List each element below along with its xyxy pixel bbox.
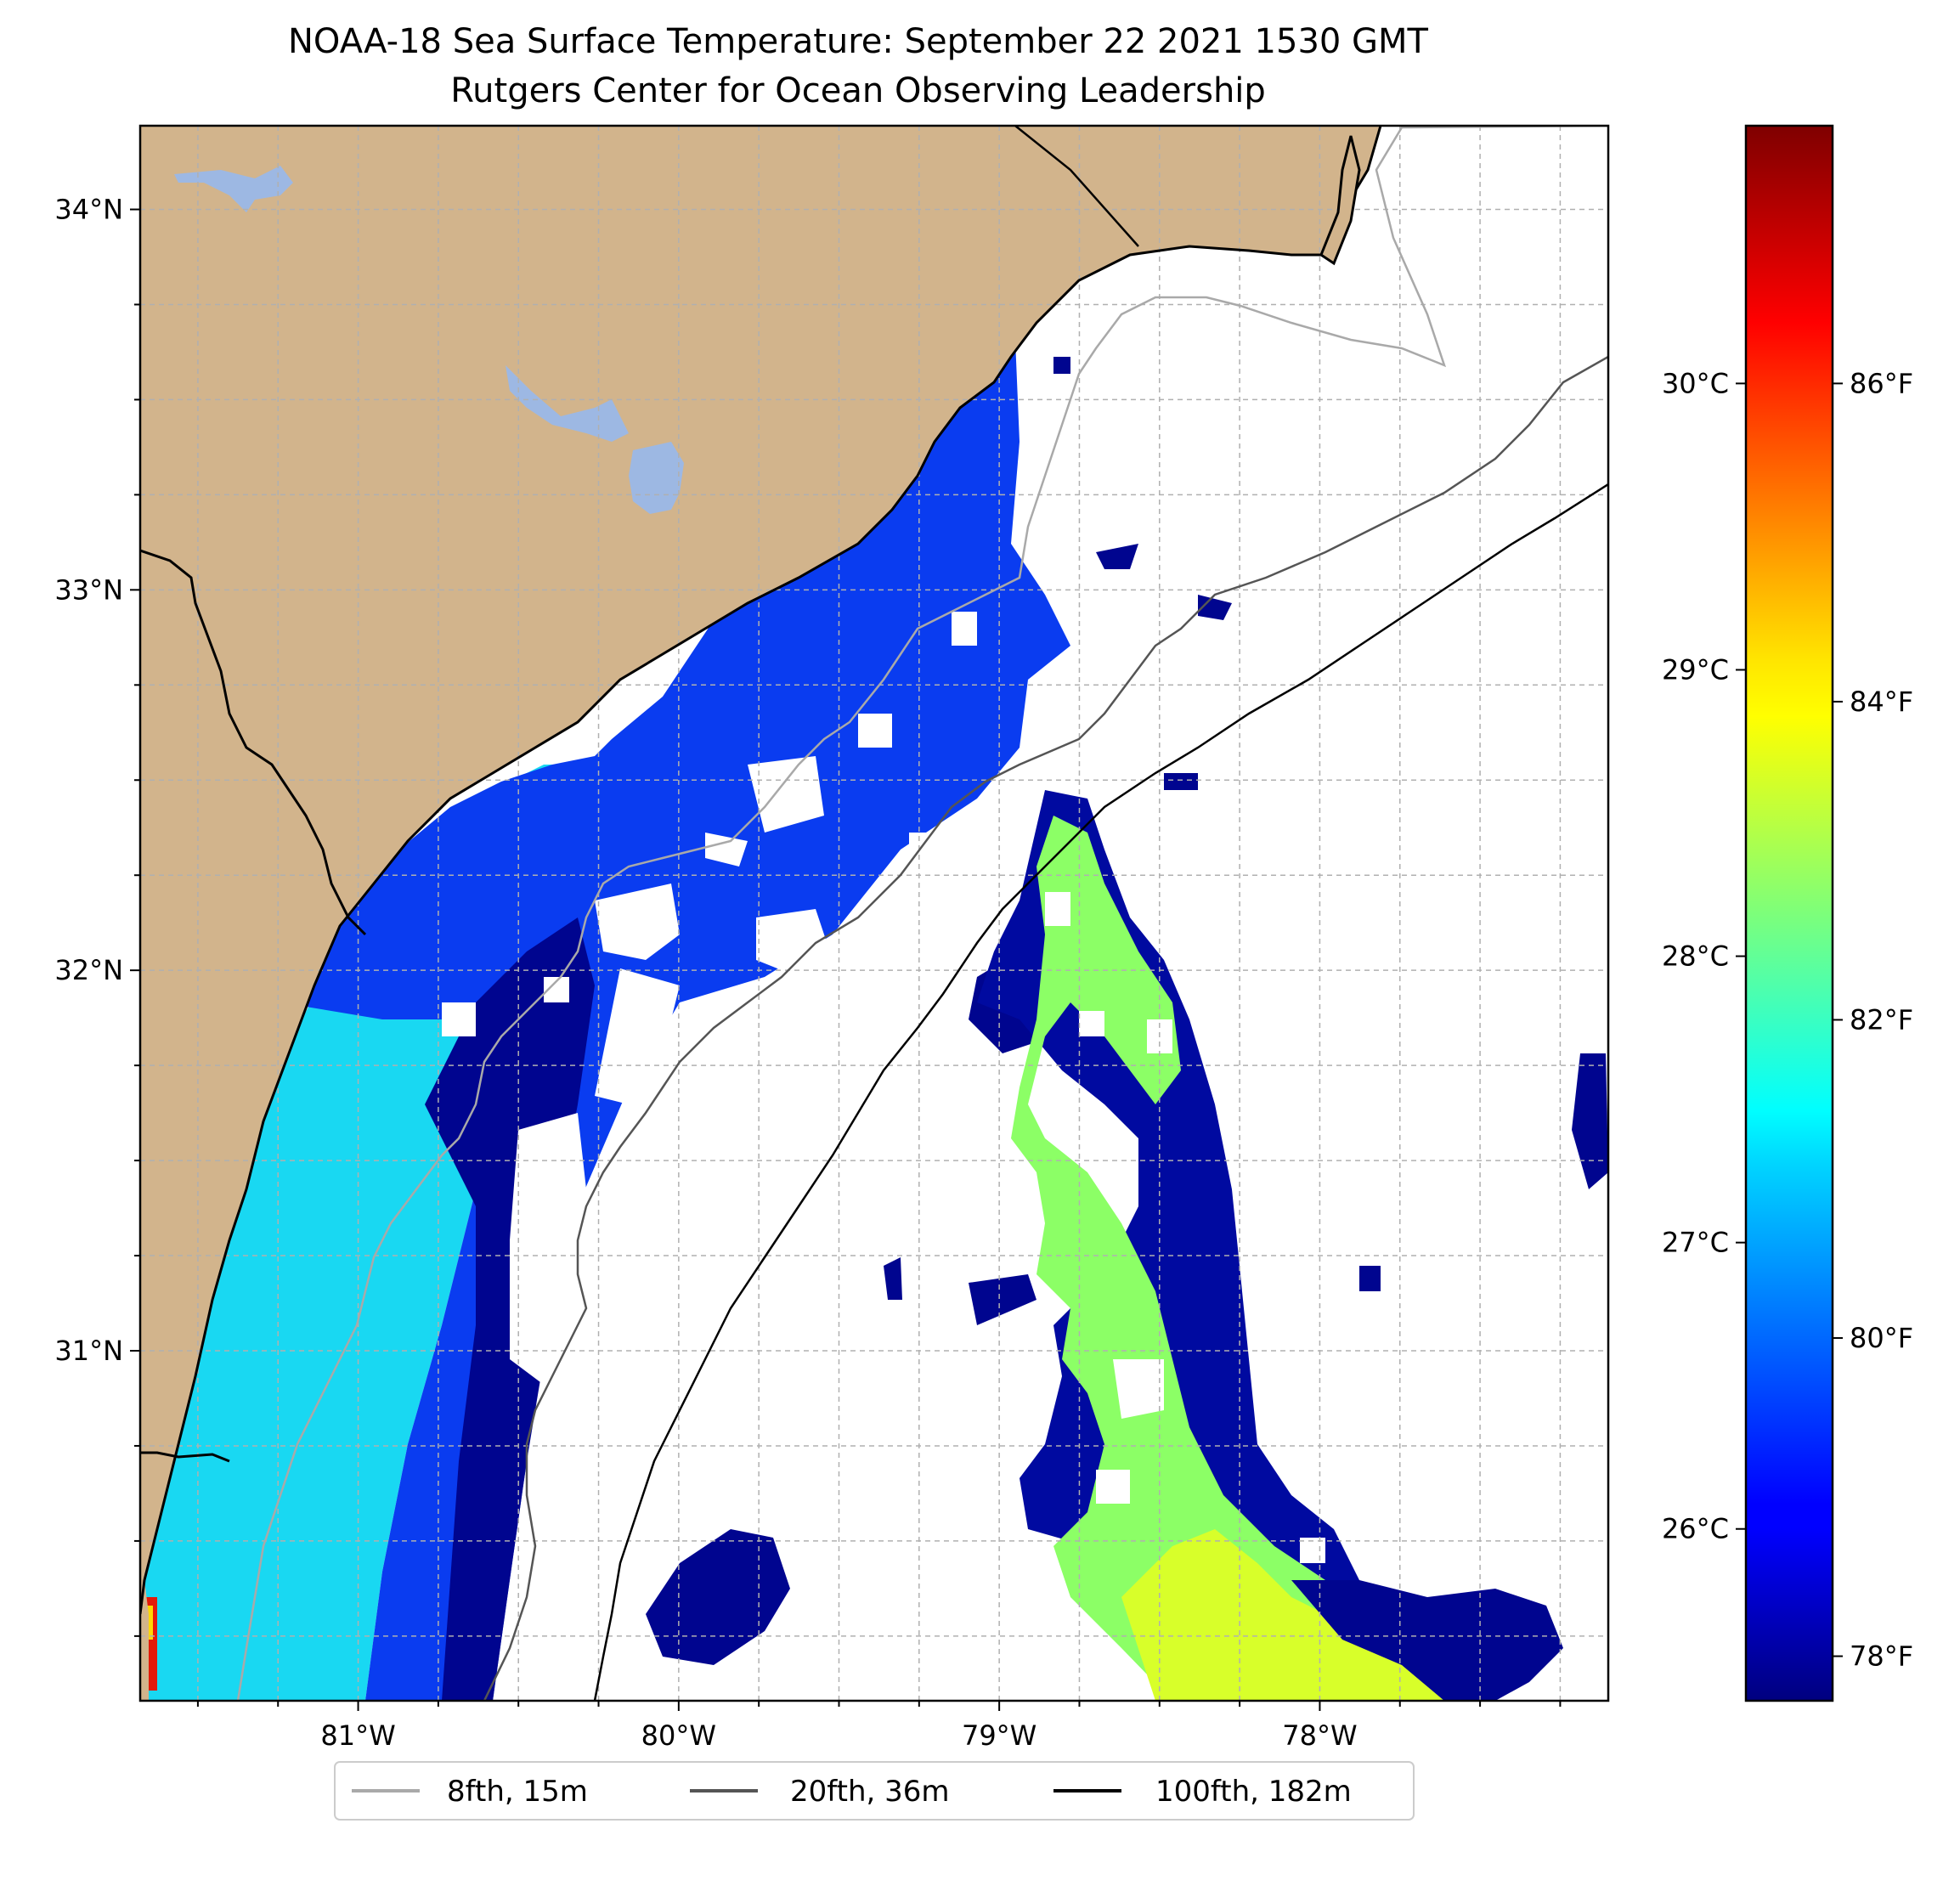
- x-tick-label: 81°W: [320, 1719, 395, 1752]
- colorbar-celsius-axis: 26°C 27°C 28°C 29°C 30°C: [1662, 367, 1746, 1545]
- colorbar-f-label: 86°F: [1850, 367, 1913, 399]
- y-axis: 34°N 33°N 32°N 31°N: [54, 194, 140, 1637]
- colorbar-f-label: 80°F: [1850, 1322, 1913, 1354]
- colorbar-c-label: 27°C: [1662, 1227, 1729, 1259]
- map-panel: [140, 126, 1608, 1701]
- y-tick-label: 33°N: [54, 573, 123, 606]
- sst-cloud-gaps: [442, 391, 1325, 1563]
- colorbar-c-label: 30°C: [1662, 367, 1729, 399]
- colorbar-fahrenheit-axis: 78°F 80°F 82°F 84°F 86°F: [1833, 367, 1913, 1673]
- isobath-100fth: [593, 483, 1608, 1701]
- coastline: [140, 126, 1382, 1615]
- sst-cloud-gaps-2: [578, 1070, 867, 1614]
- colorbar-f-label: 78°F: [1850, 1640, 1913, 1673]
- x-axis: 81°W 80°W 79°W 78°W: [196, 1701, 1562, 1752]
- legend-label-8fth: 8fth, 15m: [447, 1775, 588, 1809]
- lake-marion: [506, 365, 629, 442]
- legend-box: [334, 1761, 1415, 1821]
- land-coast-strip: [140, 1580, 149, 1701]
- chart-subtitle: Rutgers Center for Ocean Observing Leade…: [450, 71, 1266, 110]
- y-tick-label: 32°N: [54, 954, 123, 986]
- x-tick-label: 78°W: [1282, 1719, 1357, 1752]
- y-tick-label: 31°N: [54, 1335, 123, 1367]
- cape-fear-spit: [1319, 135, 1361, 266]
- sst-southeast-navy: [1291, 1580, 1563, 1701]
- isobath-20fth: [483, 355, 1608, 1701]
- legend: 8fth, 15m 20fth, 36m 100fth, 182m: [334, 1761, 1415, 1821]
- colorbar-c-label: 26°C: [1662, 1513, 1729, 1545]
- colorbar-gradient: [1744, 124, 1834, 1702]
- legend-label-100fth: 100fth, 182m: [1155, 1775, 1352, 1809]
- y-tick-label: 34°N: [54, 194, 123, 226]
- land-mass: [140, 126, 1381, 1614]
- sst-field: [140, 340, 1608, 1701]
- x-tick-label: 80°W: [641, 1719, 716, 1752]
- lake-moultrie: [629, 442, 684, 514]
- lake-north: [174, 166, 293, 212]
- legend-label-20fth: 20fth, 36m: [790, 1775, 950, 1809]
- state-boundary-sc-ga: [140, 549, 367, 936]
- sst-east-edge-navy: [1572, 1053, 1608, 1189]
- sst-central-navy: [646, 1529, 790, 1665]
- map-frame: [138, 124, 1610, 1702]
- isobath-8fth: [236, 126, 1608, 1701]
- x-tick-label: 79°W: [962, 1719, 1036, 1752]
- colorbar-c-label: 29°C: [1662, 653, 1729, 686]
- state-boundary-ga-fl: [140, 1451, 230, 1463]
- chart-title: NOAA-18 Sea Surface Temperature: Septemb…: [288, 22, 1429, 61]
- colorbar: 26°C 27°C 28°C 29°C 30°C 78°F 80°F 82°F 84°F 86°…: [1662, 124, 1913, 1702]
- colorbar-c-label: 28°C: [1662, 940, 1729, 973]
- sst-isolated-navy: [884, 357, 1381, 1325]
- state-boundary-nc-sc: [1014, 126, 1139, 247]
- colorbar-f-label: 82°F: [1850, 1003, 1913, 1036]
- colorbar-f-label: 84°F: [1850, 686, 1913, 718]
- map-grid: [140, 126, 1608, 1701]
